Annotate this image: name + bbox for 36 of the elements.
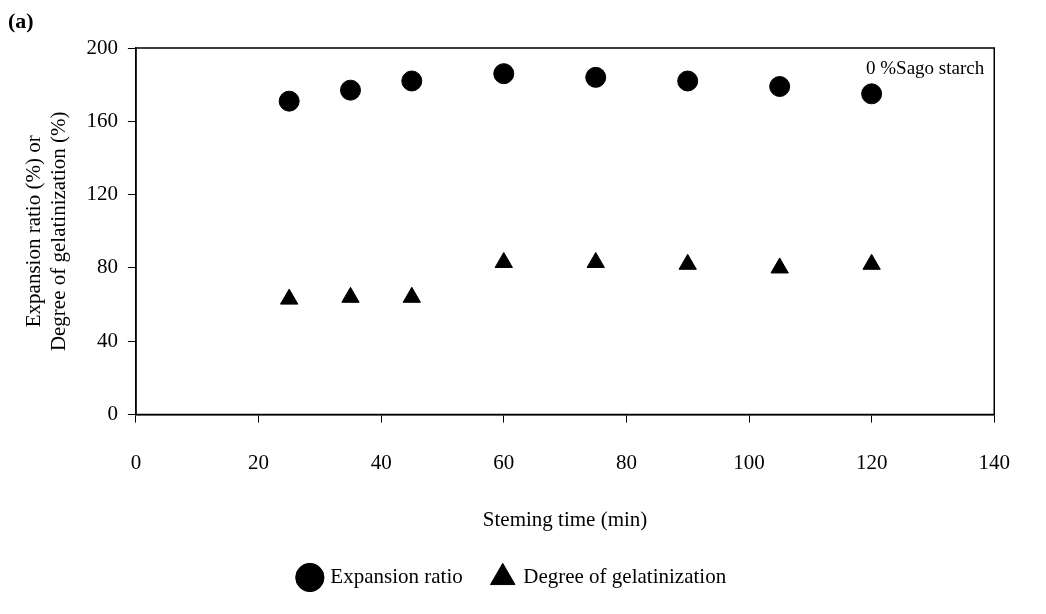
point	[280, 288, 299, 305]
x-tick-label: 40	[370, 449, 392, 474]
y-tick-label: 0	[107, 401, 118, 426]
x-tick-label: 120	[855, 449, 888, 474]
point	[585, 66, 607, 88]
point	[678, 253, 697, 270]
y-tick-label: 80	[96, 254, 118, 279]
point	[770, 257, 789, 274]
legend-label: Expansion ratio	[330, 564, 463, 589]
point	[341, 286, 360, 303]
text: (a)	[8, 8, 34, 34]
x-tick-label: 20	[248, 449, 270, 474]
point	[586, 251, 605, 268]
y-axis-title: Expansion ratio (%) or Degree of gelatinization (%)	[21, 111, 71, 352]
x-tick-label: 100	[733, 449, 765, 474]
point	[861, 83, 883, 105]
legend-label: Degree of gelatinization	[523, 564, 727, 589]
x-tick-label: 80	[615, 449, 637, 474]
point	[769, 75, 791, 97]
point	[493, 63, 515, 85]
point	[278, 90, 300, 112]
y-tick-label: 160	[86, 107, 118, 132]
y-tick-label: 40	[96, 327, 118, 352]
annotation: 0 %Sago starch	[866, 57, 985, 79]
x-tick-label: 0	[130, 449, 142, 474]
y-tick-label: 200	[86, 34, 118, 59]
point	[402, 286, 421, 303]
x-tick-label: 140	[978, 449, 1010, 474]
x-tick-label: 60	[493, 449, 515, 474]
y-tick-label: 120	[86, 181, 118, 206]
point	[401, 70, 423, 92]
point	[677, 70, 699, 92]
point	[339, 79, 361, 101]
point	[862, 253, 881, 270]
point	[494, 251, 513, 268]
x-axis-title: Steming time (min)	[482, 506, 648, 531]
